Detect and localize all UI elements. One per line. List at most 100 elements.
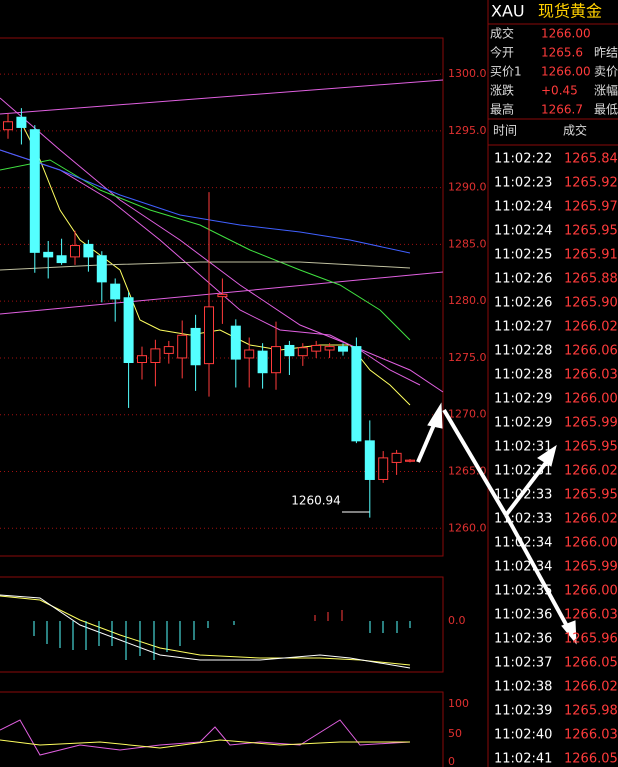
y-tick-label: 1280.0 xyxy=(448,294,487,307)
quote-value: 1266.00 xyxy=(541,65,591,79)
trade-time: 11:02:25 xyxy=(494,248,552,263)
trade-time: 11:02:31 xyxy=(494,464,552,479)
candle-body xyxy=(405,459,415,462)
trade-time: 11:02:22 xyxy=(494,152,552,167)
trade-time: 11:02:36 xyxy=(494,608,552,623)
quote-side-label: 涨幅 xyxy=(594,83,618,98)
trade-price: 1266.02 xyxy=(564,464,618,479)
grid: 1300.0 1295.0 1290.0 1285.0 1280.0 1275.0 1270… xyxy=(0,67,487,534)
column-header: 时间 xyxy=(493,124,517,138)
quote-label: 最高 xyxy=(490,102,514,117)
y-tick-label: 1275.0 xyxy=(448,351,487,364)
candle-body xyxy=(391,452,402,463)
trade-price: 1265.90 xyxy=(564,296,618,311)
low-annotation: 1260.94 xyxy=(291,494,341,508)
trade-price: 1265.98 xyxy=(564,704,618,719)
trade-time: 11:02:26 xyxy=(494,296,552,311)
quote-value: +0.45 xyxy=(541,84,578,98)
macd-axis-label: 0.0 xyxy=(448,614,466,627)
trade-time: 11:02:38 xyxy=(494,680,552,695)
trade-price: 1266.00 xyxy=(564,392,618,407)
trade-time: 11:02:31 xyxy=(494,440,552,455)
trade-time: 11:02:28 xyxy=(494,368,552,383)
trade-price: 1265.88 xyxy=(564,272,618,287)
candle-body xyxy=(43,251,54,258)
trade-price: 1265.97 xyxy=(564,200,618,215)
candle-body xyxy=(217,293,228,298)
trade-price: 1266.05 xyxy=(564,656,618,671)
trade-price: 1266.00 xyxy=(564,536,618,551)
candle-body xyxy=(338,346,348,352)
overlays xyxy=(0,79,444,756)
candle-body xyxy=(137,355,147,363)
candle-body xyxy=(96,255,107,283)
candle-body xyxy=(177,334,188,359)
trade-price: 1266.05 xyxy=(564,752,618,767)
trade-price: 1265.99 xyxy=(564,560,618,575)
trade-time: 11:02:23 xyxy=(494,176,552,191)
candle-body xyxy=(378,457,389,480)
trade-time: 11:02:28 xyxy=(494,344,552,359)
candle-body xyxy=(364,440,375,480)
trade-price: 1265.95 xyxy=(564,440,618,455)
trade-price: 1265.92 xyxy=(564,176,618,191)
candle-body xyxy=(324,346,335,351)
quote-value: 1266.7 xyxy=(541,103,583,117)
candle-body xyxy=(244,349,255,359)
trade-price: 1265.96 xyxy=(564,632,618,647)
candle-body xyxy=(150,348,161,363)
candle-body xyxy=(3,121,13,131)
trade-price: 1266.00 xyxy=(564,584,618,599)
trade-time: 11:02:33 xyxy=(494,512,552,527)
candle-body xyxy=(56,255,67,264)
candle-body xyxy=(163,346,174,354)
trade-time: 11:02:24 xyxy=(494,224,552,239)
trade-time: 11:02:34 xyxy=(494,560,552,575)
quote-value: 1265.6 xyxy=(541,46,583,60)
y-tick-label: 1295.0 xyxy=(448,124,487,137)
quote-label: 涨跌 xyxy=(490,83,514,98)
trade-time: 11:02:29 xyxy=(494,416,552,431)
trade-time: 11:02:35 xyxy=(494,584,552,599)
quote-label: 成交 xyxy=(490,26,514,41)
kdj-axis-label: 50 xyxy=(448,727,462,740)
y-tick-label: 1300.0 xyxy=(448,67,487,80)
kdj-axis-label: 100 xyxy=(448,697,469,710)
trade-time: 11:02:34 xyxy=(494,536,552,551)
trade-price: 1265.84 xyxy=(564,152,618,167)
trade-price: 1266.03 xyxy=(564,608,618,623)
trade-time: 11:02:26 xyxy=(494,272,552,287)
trade-time: 11:02:36 xyxy=(494,632,552,647)
candle-body xyxy=(123,297,134,363)
candle-body xyxy=(70,245,80,258)
trade-price: 1266.02 xyxy=(564,680,618,695)
candle-body xyxy=(284,344,295,357)
candle-body xyxy=(257,350,268,374)
y-tick-label: 1270.0 xyxy=(448,408,487,421)
symbol-name: 现货黄金 xyxy=(538,2,602,21)
trade-price: 1265.91 xyxy=(564,248,618,263)
trade-time: 11:02:33 xyxy=(494,488,552,503)
trade-price: 1266.06 xyxy=(564,344,618,359)
quote-side-label: 最低 xyxy=(594,103,618,117)
trade-price: 1265.95 xyxy=(564,224,618,239)
quote-label: 买价1 xyxy=(490,65,522,79)
candle-body xyxy=(83,243,94,258)
trade-price: 1265.95 xyxy=(564,488,618,503)
candle-body xyxy=(230,325,241,360)
quote-side-label: 昨结 xyxy=(594,46,618,60)
kdj-axis-label: 0 xyxy=(448,755,455,767)
y-tick-label: 1290.0 xyxy=(448,181,487,194)
quote-label: 今开 xyxy=(490,45,514,60)
trade-price: 1266.02 xyxy=(564,512,618,527)
trade-time: 11:02:27 xyxy=(494,320,552,335)
column-header: 成交 xyxy=(563,123,587,138)
candles xyxy=(3,108,415,518)
candle-body xyxy=(351,346,362,442)
candle-body xyxy=(297,347,308,357)
candle-body xyxy=(29,129,40,253)
trade-price: 1265.99 xyxy=(564,416,618,431)
